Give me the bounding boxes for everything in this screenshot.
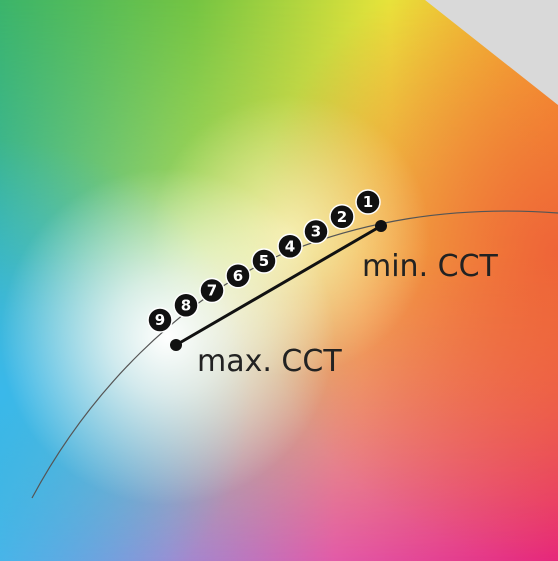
step-badge-label: 2 [337, 208, 347, 226]
step-badge-label: 7 [207, 282, 217, 300]
step-badge-7: 7 [199, 277, 225, 304]
step-badge-label: 3 [311, 223, 321, 241]
step-badge-4: 4 [277, 233, 303, 259]
step-badge-circle [329, 204, 355, 230]
step-badge-label: 5 [259, 252, 269, 270]
gamut-corner-cutout [425, 0, 558, 105]
step-badge-label: 9 [155, 311, 165, 329]
step-badge-5: 5 [251, 248, 277, 274]
min-cct-label: min. CCT [362, 249, 499, 284]
min-cct-point [375, 220, 387, 232]
max-cct-label: max. CCT [197, 344, 342, 379]
step-badge-circle [251, 248, 277, 274]
step-badge-label: 8 [181, 296, 191, 314]
step-badge-8: 8 [173, 292, 199, 318]
step-badge-circle [225, 263, 251, 289]
step-badge-1: 1 [355, 189, 381, 215]
tuning-range-line [175, 224, 382, 347]
step-badge-circle [173, 292, 199, 318]
planckian-locus-curve [31, 210, 558, 499]
step-badge-circle [277, 233, 303, 259]
step-badge-6: 6 [225, 263, 251, 289]
step-badge-3: 3 [303, 218, 329, 245]
step-badge-circle [355, 189, 381, 215]
step-badge-circle [199, 277, 225, 304]
step-badge-2: 2 [329, 204, 355, 230]
step-badge-circle [303, 218, 329, 245]
step-badge-label: 6 [233, 267, 243, 285]
step-badge-circle [147, 307, 173, 333]
step-badge-label: 1 [363, 193, 373, 211]
step-badge-label: 4 [285, 237, 295, 255]
max-cct-point [170, 339, 182, 351]
step-badge-9: 9 [147, 307, 173, 333]
